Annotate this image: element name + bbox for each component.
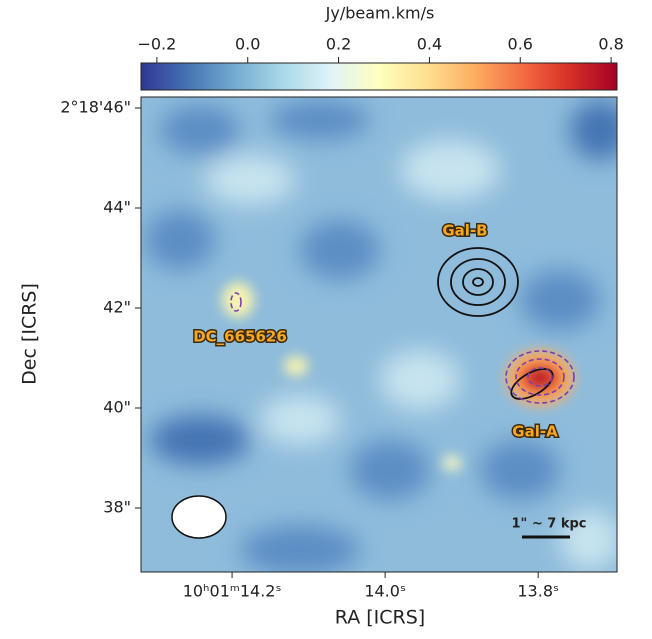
y-tick-label: 2°18'46" [60, 98, 131, 117]
map [141, 97, 617, 572]
colorbar-tick-label: 0.6 [508, 35, 533, 54]
x-axis-label: RA [ICRS] [335, 607, 425, 629]
colorbar-label: Jy/beam.km/s [325, 4, 435, 23]
annotation: Gal-A [512, 423, 558, 441]
colorbar-tick-label: 0.0 [235, 35, 260, 54]
y-tick-label: 40" [103, 398, 131, 417]
y-axis-label: Dec [ICRS] [19, 283, 41, 385]
colorbar-tick-label: 0.4 [417, 35, 442, 54]
scale-bar-label: 1" ~ 7 kpc [512, 517, 587, 532]
colorbar-tick-label: 0.8 [598, 35, 623, 54]
annotation: DC_665626 [193, 328, 287, 346]
x-tick-label: 14.0ˢ [364, 582, 406, 601]
x-tick-label: 10ʰ01ᵐ14.2ˢ [183, 582, 282, 601]
y-tick-label: 44" [103, 198, 131, 217]
x-tick-label: 13.8ˢ [517, 582, 559, 601]
colorbar-tick-label: 0.2 [326, 35, 351, 54]
frame [140, 96, 618, 573]
colorbar [140, 62, 618, 91]
y-tick-label: 38" [103, 498, 131, 517]
colorbar-tick-label: −0.2 [137, 35, 176, 54]
annotation: Gal-B [442, 222, 487, 240]
y-tick-label: 42" [103, 298, 131, 317]
beam [171, 495, 227, 539]
